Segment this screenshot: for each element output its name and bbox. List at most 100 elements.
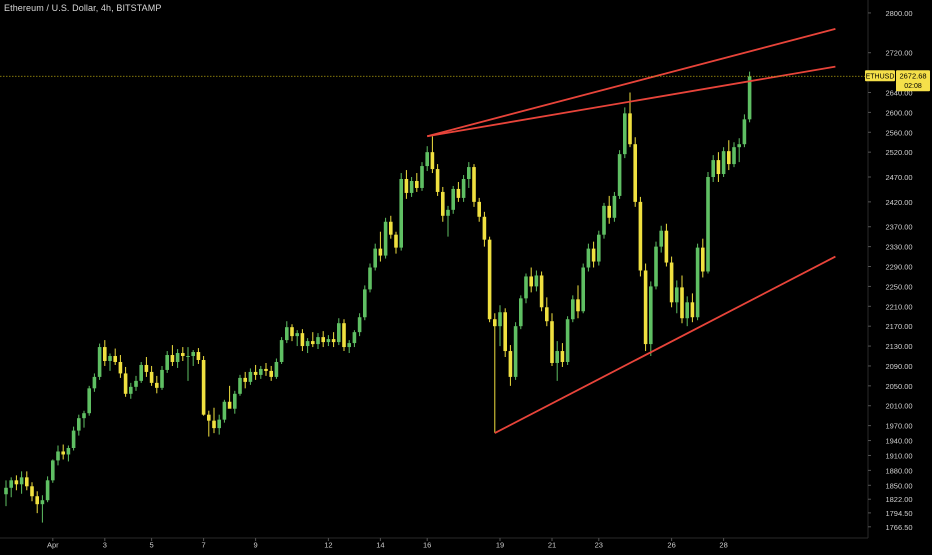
candle-body-up — [383, 221, 388, 256]
candle-body-up — [565, 319, 570, 362]
x-tick-label: 16 — [423, 541, 431, 550]
candle-body-up — [695, 247, 700, 318]
candle-body-up — [420, 166, 424, 188]
candle-body-down — [342, 323, 346, 348]
candle-body-down — [643, 270, 648, 345]
y-tick-label: 2290.00 — [885, 263, 912, 272]
candle-body-down — [14, 480, 19, 485]
x-tick-label: 14 — [376, 541, 384, 550]
candle-body-up — [71, 430, 76, 449]
candle-body-down — [118, 361, 123, 374]
candle-body-up — [160, 369, 164, 388]
x-tick-label: 19 — [496, 541, 504, 550]
candle-body-down — [196, 352, 201, 360]
y-tick-label: 2600.00 — [885, 108, 912, 117]
candle-body-down — [472, 167, 476, 202]
candle-body-up — [326, 339, 331, 343]
y-tick-label: 2250.00 — [885, 282, 912, 291]
candle-body-down — [35, 496, 39, 505]
candle-body-up — [186, 356, 190, 358]
candle-body-up — [451, 188, 455, 210]
candle-body-down — [321, 337, 325, 343]
price-axis[interactable]: 2800.00 2720.00 2640.00 2600.00 2560.00 2520.… — [867, 0, 913, 538]
y-tick-label: 2130.00 — [885, 342, 912, 351]
y-tick-label: 1940.00 — [885, 437, 912, 446]
candle-body-up — [108, 356, 112, 361]
candle-body-down — [545, 307, 549, 322]
candle-body-up — [305, 341, 310, 347]
time-axis[interactable]: Apr 3 5 7 9 12 14 16 19 21 23 26 28 — [0, 537, 868, 550]
candle-body-up — [45, 480, 50, 501]
candle-body-down — [269, 370, 273, 377]
y-tick-label: 2470.00 — [885, 173, 912, 182]
candle-body-down — [456, 188, 461, 198]
y-tick-label: 1880.00 — [885, 466, 912, 475]
x-tick-label: 21 — [548, 541, 556, 550]
candle-body-up — [248, 371, 253, 382]
candle-body-down — [227, 401, 232, 409]
candle-body-up — [40, 500, 45, 505]
candle-body-up — [742, 119, 747, 145]
candle-body-up — [498, 312, 502, 327]
y-tick-label: 2170.00 — [885, 322, 912, 331]
candle-body-up — [659, 230, 663, 247]
candle-body-up — [357, 317, 362, 333]
candle-body-down — [290, 327, 294, 337]
y-tick-label: 1910.00 — [885, 451, 912, 460]
candle-body-up — [238, 377, 242, 394]
last-price-marker: ETHUSD 2672.68 02:08 — [0, 70, 930, 92]
candle-body-down — [170, 355, 175, 362]
chart-title: Ethereum / U.S. Dollar, 4h, BITSTAMP — [4, 3, 162, 13]
candle-body-up — [191, 352, 195, 357]
y-tick-label: 2720.00 — [885, 49, 912, 58]
x-tick-label: 23 — [595, 541, 603, 550]
trendline-upper-channel-bottom — [427, 65, 836, 138]
candle-body-up — [368, 267, 372, 290]
candle-body-down — [482, 216, 487, 240]
candle-body-down — [30, 486, 34, 497]
y-tick-label: 2560.00 — [885, 128, 912, 137]
candle-body-down — [529, 276, 533, 287]
candle-body-down — [149, 371, 154, 383]
trendlines[interactable] — [426, 27, 836, 434]
candle-body-up — [654, 246, 658, 287]
candle-body-down — [493, 319, 497, 327]
y-tick-label: 1850.00 — [885, 481, 912, 490]
candle-body-up — [274, 361, 279, 377]
candle-body-up — [279, 340, 284, 362]
candle-body-down — [508, 351, 513, 377]
candle-body-up — [571, 299, 575, 320]
y-tick-label: 2050.00 — [885, 382, 912, 391]
x-tick-label: Apr — [47, 541, 59, 550]
candle-body-down — [155, 382, 159, 388]
candle-body-up — [165, 355, 169, 370]
candle-body-up — [711, 160, 715, 178]
y-tick-label: 2090.00 — [885, 362, 912, 371]
candle-body-up — [732, 147, 736, 165]
candle-body-down — [503, 312, 507, 352]
candle-body-up — [92, 376, 97, 389]
candle-body-up — [347, 343, 351, 348]
candle-body-up — [316, 337, 320, 345]
y-tick-label: 2420.00 — [885, 198, 912, 207]
y-tick-label: 2010.00 — [885, 402, 912, 411]
candle-body-up — [56, 451, 60, 461]
candle-body-down — [435, 169, 440, 192]
candle-body-up — [373, 248, 377, 268]
y-tick-label: 2210.00 — [885, 302, 912, 311]
candle-body-up — [129, 386, 133, 394]
symbol-tag: ETHUSD — [866, 74, 895, 81]
candle-body-up — [409, 180, 414, 193]
candle-body-down — [207, 414, 211, 421]
candle-body-up — [461, 179, 466, 198]
candle-body-down — [591, 248, 596, 262]
candle-body-down — [144, 364, 149, 372]
candle-body-up — [285, 327, 289, 341]
x-tick-label: 9 — [254, 541, 258, 550]
candles — [4, 71, 752, 523]
candle-body-up — [737, 144, 741, 148]
candle-body-down — [61, 451, 65, 455]
y-tick-label: 1794.50 — [885, 509, 912, 518]
